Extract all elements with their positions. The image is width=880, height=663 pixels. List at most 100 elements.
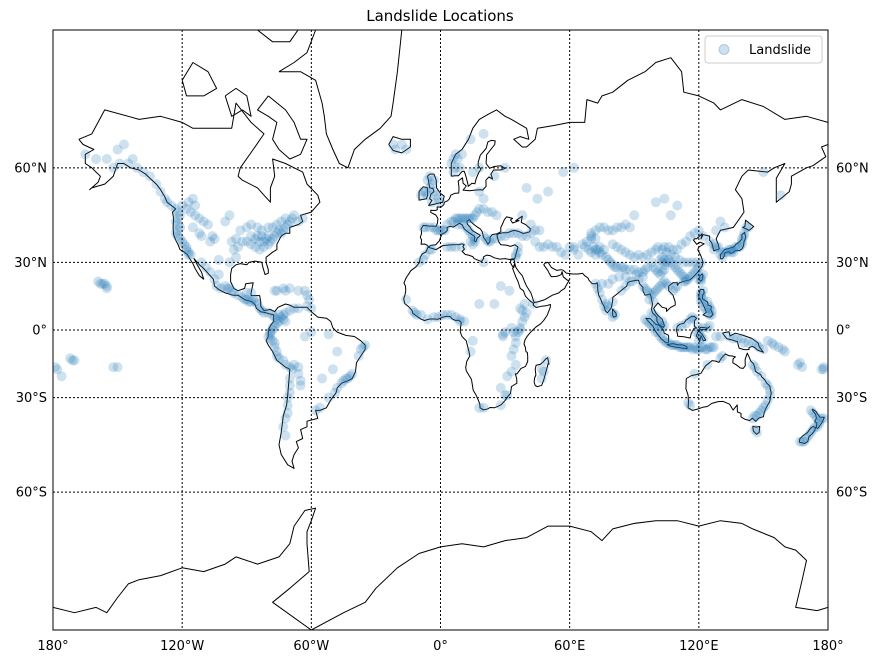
landslide-point	[659, 276, 670, 287]
landslide-point	[672, 200, 683, 211]
landslide-point	[426, 244, 437, 255]
landslide-point	[446, 216, 457, 227]
landslide-point	[246, 239, 257, 250]
landslide-point	[442, 242, 452, 252]
landslide-point	[816, 413, 827, 424]
landslide-point	[612, 222, 622, 233]
landslide-point	[467, 167, 478, 178]
landslide-point	[607, 225, 618, 236]
landslide-point	[119, 139, 129, 150]
landslide-point	[706, 342, 717, 353]
coastline-17	[666, 343, 688, 350]
landslide-point	[297, 213, 308, 224]
landslide-point	[530, 225, 541, 236]
map-frame	[52, 29, 829, 631]
landslide-point	[624, 276, 635, 287]
landslide-point	[650, 197, 661, 208]
landslide-point	[543, 186, 554, 197]
landslide-point	[246, 219, 257, 230]
landslide-point	[181, 244, 192, 255]
landslide-point	[429, 175, 439, 186]
landslide-point	[495, 382, 506, 393]
landslide-point	[758, 402, 769, 413]
landslide-point	[818, 364, 828, 375]
landslide-point	[663, 242, 674, 252]
landslide-point	[721, 247, 732, 258]
landslide-point	[467, 335, 478, 346]
landslide-point	[203, 219, 213, 230]
landslide-point	[594, 222, 605, 233]
landslide-point	[418, 222, 429, 233]
lon-tick-label: 120°W	[160, 639, 204, 654]
landslide-point	[584, 244, 594, 255]
coastline-25	[798, 426, 816, 444]
legend-label: Landslide	[749, 43, 811, 58]
landslide-point	[293, 303, 304, 314]
landslide-point	[306, 303, 317, 314]
landslide-point	[663, 337, 674, 348]
landslide-point	[528, 299, 539, 309]
landslide-point	[515, 303, 526, 314]
landslide-point	[519, 299, 530, 309]
landslide-point	[769, 340, 780, 351]
landslide-point	[704, 309, 715, 320]
landslide-point	[579, 242, 590, 252]
landslide-point	[151, 179, 162, 190]
landslide-point	[752, 427, 762, 438]
landslide-point	[680, 342, 691, 353]
landslide-point	[289, 303, 300, 314]
landslide-point	[190, 210, 201, 221]
landslide-point	[336, 378, 347, 389]
landslide-point	[676, 269, 687, 280]
landslide-point	[112, 144, 123, 155]
landslide-point	[355, 344, 366, 355]
coastline-23	[752, 425, 761, 435]
landslide-point	[407, 305, 418, 316]
landslide-point	[465, 346, 476, 357]
landslide-point	[620, 264, 631, 275]
landslide-point	[478, 128, 489, 139]
landslide-point	[467, 231, 478, 242]
landslide-point	[601, 305, 612, 316]
landslide-point	[457, 149, 467, 160]
landslide-point	[267, 222, 278, 233]
landslide-point	[177, 200, 188, 211]
landslide-point	[274, 309, 284, 320]
landslide-point	[620, 281, 631, 292]
landslide-point	[284, 305, 295, 316]
lon-tick-label: 180°	[37, 639, 68, 654]
landslide-point	[521, 307, 532, 318]
landslide-point	[609, 262, 620, 273]
landslide-point	[67, 355, 78, 366]
landslide-point	[478, 402, 489, 413]
landslide-point	[241, 236, 252, 247]
graticule-layer	[53, 30, 828, 630]
landslide-point	[758, 344, 769, 355]
landslide-point	[569, 242, 579, 252]
landslide-point	[795, 436, 805, 447]
landslide-point	[640, 264, 650, 275]
landslide-point	[680, 276, 691, 287]
landslide-point	[752, 366, 762, 377]
landslide-point	[246, 296, 257, 307]
landslide-point	[652, 267, 663, 278]
landslide-point	[276, 312, 287, 323]
landslide-point	[261, 233, 272, 244]
landslide-point	[747, 337, 758, 348]
landslide-point	[661, 247, 672, 258]
landslide-point	[624, 264, 635, 275]
landslide-point	[91, 154, 102, 164]
landslide-point	[814, 418, 825, 429]
landslide-point	[650, 244, 661, 255]
landslide-point	[637, 281, 648, 292]
landslide-point	[590, 249, 601, 260]
landslide-point	[515, 325, 526, 335]
coastline-layer	[53, 30, 828, 630]
landslide-point	[190, 200, 201, 211]
landslide-point	[172, 231, 183, 242]
landslide-point	[592, 244, 603, 255]
landslide-point	[228, 244, 239, 255]
landslide-point	[162, 197, 173, 208]
landslide-point	[700, 344, 711, 355]
landslide-point	[256, 225, 267, 236]
